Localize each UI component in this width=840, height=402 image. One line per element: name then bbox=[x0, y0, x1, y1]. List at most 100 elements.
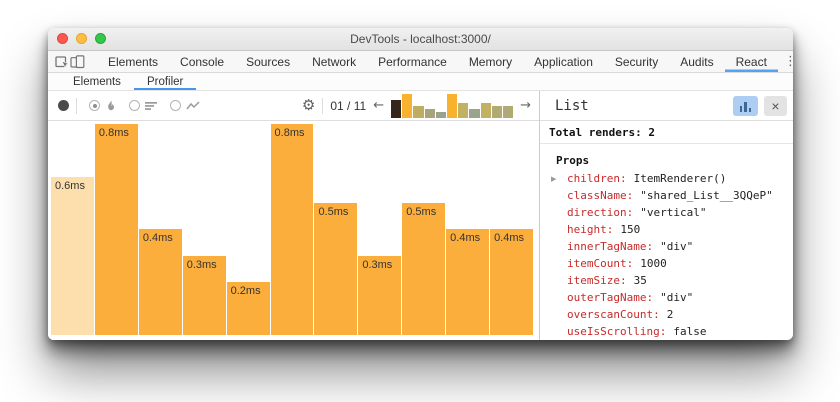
commit-bar-8[interactable]: 0.3ms bbox=[358, 256, 402, 335]
props-section-header: Props bbox=[556, 154, 590, 167]
commit-duration-label: 0.4ms bbox=[494, 232, 525, 244]
tab-console[interactable]: Console bbox=[180, 54, 225, 69]
flame-icon bbox=[108, 98, 115, 110]
prop-row-useIsScrolling: useIsScrolling false bbox=[540, 323, 793, 340]
tab-memory[interactable]: Memory bbox=[468, 54, 513, 69]
minimap-bar-1[interactable] bbox=[391, 99, 402, 118]
close-window-button[interactable] bbox=[57, 33, 68, 44]
next-snapshot-button[interactable]: → bbox=[520, 98, 531, 113]
prop-value: "shared_List__3QQeP" bbox=[640, 189, 773, 202]
commit-duration-label: 0.5ms bbox=[318, 206, 349, 218]
prev-snapshot-button[interactable]: ← bbox=[373, 98, 385, 113]
view-option-flamegraph[interactable] bbox=[89, 98, 117, 113]
close-icon: × bbox=[771, 97, 780, 114]
ranked-radio[interactable] bbox=[129, 100, 140, 111]
prop-key: innerTagName bbox=[567, 240, 653, 253]
prop-value: "div" bbox=[660, 240, 694, 253]
minimap-bar-3[interactable] bbox=[413, 105, 424, 118]
snapshot-counter: 01 / 11 bbox=[330, 98, 367, 113]
react-tab-profiler[interactable]: Profiler bbox=[134, 73, 196, 90]
zoom-window-button[interactable] bbox=[95, 33, 106, 44]
minimap-bar-9[interactable] bbox=[480, 102, 491, 118]
minimap-bar-4[interactable] bbox=[424, 108, 435, 118]
commit-duration-label: 0.6ms bbox=[55, 180, 85, 192]
commit-bar-11[interactable]: 0.4ms bbox=[490, 229, 533, 335]
prop-value: "div" bbox=[660, 291, 694, 304]
traffic-lights bbox=[57, 33, 106, 44]
minimap-bar-10[interactable] bbox=[491, 105, 502, 118]
prop-value: ItemRenderer() bbox=[633, 172, 727, 185]
minimap-bar-5[interactable] bbox=[435, 111, 447, 118]
prop-key: itemCount bbox=[567, 257, 633, 270]
tab-performance[interactable]: Performance bbox=[378, 54, 447, 69]
prop-key: overscanCount bbox=[567, 308, 660, 321]
total-renders-label: Total renders: bbox=[549, 126, 642, 139]
settings-gear-icon[interactable]: ⚙ bbox=[301, 96, 316, 114]
react-tab-elements[interactable]: Elements bbox=[73, 75, 121, 88]
minimap-bar-6[interactable] bbox=[447, 93, 458, 118]
view-option-interactions[interactable] bbox=[170, 100, 201, 112]
total-renders-row: Total renders: 2 bbox=[540, 121, 793, 144]
prop-row-outerTagName: outerTagName "div" bbox=[540, 289, 793, 306]
prop-value: 2 bbox=[666, 308, 674, 321]
minimap-bar-8[interactable] bbox=[469, 108, 480, 118]
tab-application[interactable]: Application bbox=[534, 54, 593, 69]
view-option-ranked[interactable] bbox=[129, 100, 158, 112]
prop-key: className bbox=[567, 189, 633, 202]
tab-elements[interactable]: Elements bbox=[108, 54, 159, 69]
prop-key: itemSize bbox=[567, 274, 627, 287]
minimap-bar-2[interactable] bbox=[402, 93, 413, 118]
commit-duration-label: 0.2ms bbox=[230, 285, 261, 297]
component-details-panel: List × Total renders: 2 Props ▶ children I… bbox=[540, 91, 793, 340]
devtools-menu-icon[interactable]: ⋮ bbox=[783, 54, 793, 69]
prop-row-className: className "shared_List__3QQeP" bbox=[540, 187, 793, 204]
commit-duration-label: 0.3ms bbox=[362, 259, 393, 271]
tab-react[interactable]: React bbox=[725, 51, 778, 72]
profiler-content: ⚙ 01 / 11 ← → 0.6ms 0.8ms 0.4ms 0.3ms 0.2ms 0… bbox=[48, 91, 793, 340]
selected-component-name: List bbox=[555, 97, 589, 114]
prop-row-itemSize: itemSize 35 bbox=[540, 272, 793, 289]
interactions-radio[interactable] bbox=[170, 100, 181, 111]
commit-bar-3[interactable]: 0.4ms bbox=[138, 229, 182, 335]
commit-bar-5[interactable]: 0.2ms bbox=[226, 282, 270, 335]
profiler-toolbar: ⚙ 01 / 11 ← → bbox=[48, 91, 539, 121]
component-render-chart-button[interactable] bbox=[733, 95, 758, 116]
device-toolbar-icon[interactable] bbox=[70, 51, 85, 72]
commit-duration-label: 0.8ms bbox=[98, 127, 129, 139]
commit-duration-label: 0.4ms bbox=[142, 232, 173, 244]
minimap-bar-7[interactable] bbox=[458, 102, 469, 118]
tab-network[interactable]: Network bbox=[312, 54, 357, 69]
tab-sources[interactable]: Sources bbox=[246, 54, 291, 69]
close-panel-button[interactable]: × bbox=[764, 95, 787, 116]
minimap-bar-11[interactable] bbox=[502, 105, 514, 118]
tab-audits[interactable]: Audits bbox=[680, 54, 714, 69]
commit-bar-9[interactable]: 0.5ms bbox=[402, 203, 446, 335]
record-button[interactable] bbox=[58, 100, 69, 111]
expand-triangle-icon[interactable]: ▶ bbox=[551, 174, 557, 183]
commit-bar-7[interactable]: 0.5ms bbox=[314, 203, 358, 335]
commit-duration-label: 0.8ms bbox=[274, 127, 305, 139]
commit-bar-2[interactable]: 0.8ms bbox=[94, 124, 138, 335]
prop-row-height: height 150 bbox=[540, 221, 793, 238]
commit-bar-1[interactable]: 0.6ms bbox=[51, 177, 94, 335]
toolbar-divider bbox=[76, 97, 77, 114]
devtools-tab-list: Elements Console Sources Network Performance… bbox=[97, 51, 778, 72]
tab-security[interactable]: Security bbox=[614, 54, 659, 69]
interactions-chart-icon bbox=[186, 100, 200, 109]
prop-row-innerTagName: innerTagName "div" bbox=[540, 238, 793, 255]
commit-duration-label: 0.5ms bbox=[406, 206, 437, 218]
prop-row-direction: direction "vertical" bbox=[540, 204, 793, 221]
commit-bar-4[interactable]: 0.3ms bbox=[182, 256, 226, 335]
prop-row-children: ▶ children ItemRenderer() bbox=[540, 170, 793, 187]
inspect-element-icon[interactable] bbox=[55, 51, 70, 72]
prop-value: false bbox=[673, 325, 707, 338]
prop-value: 35 bbox=[633, 274, 647, 287]
prop-value: 150 bbox=[620, 223, 641, 236]
toolbar-divider bbox=[322, 97, 324, 114]
flamegraph-radio[interactable] bbox=[89, 100, 100, 111]
react-devtools-tabbar: Elements Profiler bbox=[48, 73, 793, 91]
minimize-window-button[interactable] bbox=[76, 33, 87, 44]
commit-bar-10[interactable]: 0.4ms bbox=[446, 229, 490, 335]
commit-bar-6[interactable]: 0.8ms bbox=[270, 124, 314, 335]
